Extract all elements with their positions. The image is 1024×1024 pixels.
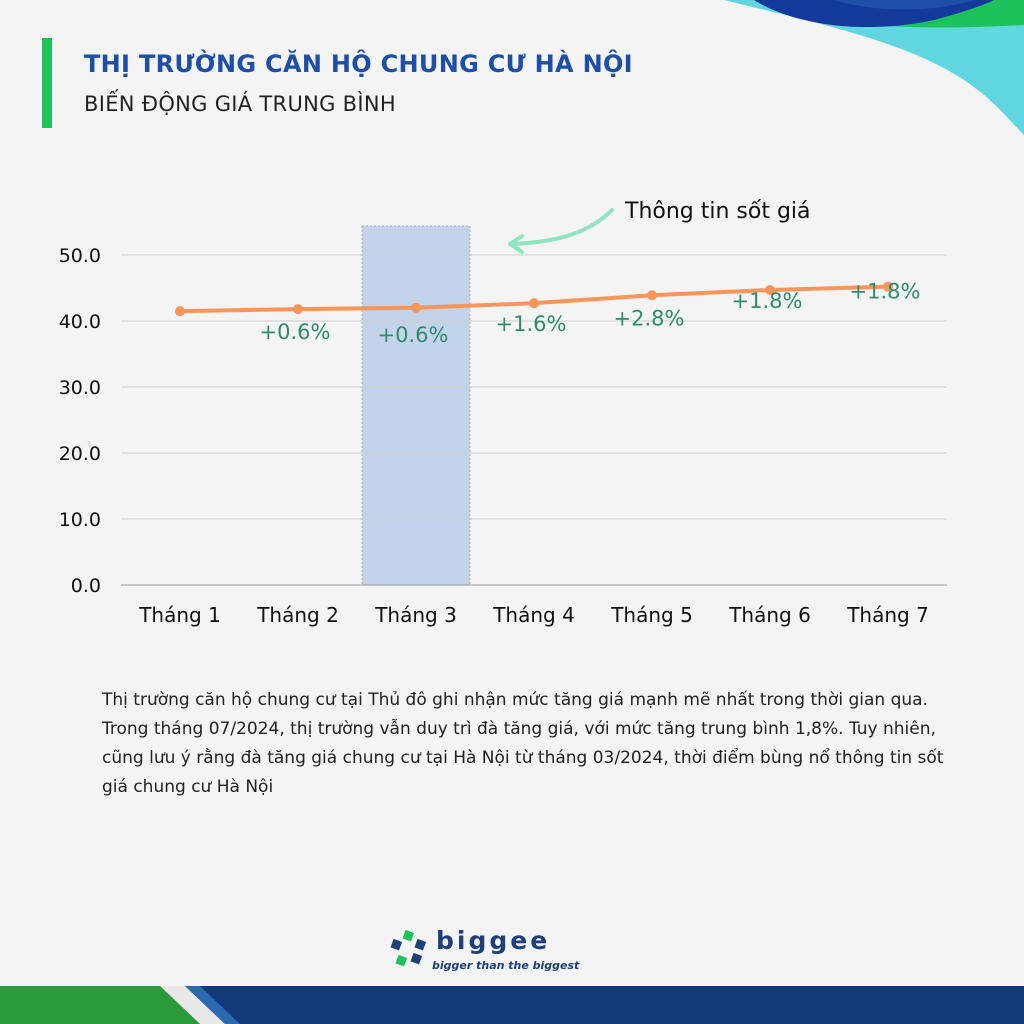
x-tick-label: Tháng 7 (846, 603, 929, 627)
logo-name: biggee (436, 926, 551, 955)
data-point (175, 306, 185, 317)
annotation-arrowhead (508, 234, 524, 254)
data-label: +1.8% (732, 289, 803, 313)
description-paragraph: Thị trường căn hộ chung cư tại Thủ đô gh… (102, 690, 944, 797)
data-point (647, 290, 657, 301)
data-point (293, 304, 303, 315)
data-label: +1.8% (850, 280, 921, 304)
title-accent-bar (42, 38, 52, 128)
y-tick-label: 0.0 (71, 575, 101, 597)
x-tick-label: Tháng 6 (728, 603, 811, 627)
data-label: +1.6% (496, 312, 567, 336)
logo-mark-icon (390, 929, 427, 967)
annotation-arrow (510, 208, 614, 246)
highlight-band (361, 225, 471, 586)
y-tick-label: 20.0 (59, 443, 101, 465)
data-point (411, 302, 421, 313)
annotation-text: Thông tin sốt giá (624, 199, 811, 224)
x-tick-label: Tháng 3 (374, 603, 457, 627)
data-point (765, 284, 775, 295)
corner-wave-decoration (724, 0, 1024, 135)
data-point (883, 281, 893, 292)
page-subtitle: BIẾN ĐỘNG GIÁ TRUNG BÌNH (84, 92, 396, 116)
x-tick-label: Tháng 4 (492, 603, 575, 627)
price-line-chart: 0.0 10.0 20.0 30.0 40.0 50.0 Tháng 1 Tháng 2 Thá… (59, 199, 947, 627)
page-title: THỊ TRƯỜNG CĂN HỘ CHUNG CƯ HÀ NỘI (84, 50, 633, 78)
y-tick-label: 40.0 (59, 311, 101, 333)
data-label: +0.6% (378, 323, 449, 347)
x-tick-label: Tháng 5 (610, 603, 693, 627)
data-label: +2.8% (614, 306, 685, 330)
data-point (529, 298, 539, 309)
data-label: +0.6% (260, 320, 331, 344)
biggee-logo: biggee bigger than the biggest (388, 926, 598, 976)
y-tick-label: 30.0 (59, 377, 101, 399)
bottom-bar-decoration (0, 986, 1024, 1024)
y-tick-label: 10.0 (59, 509, 101, 531)
y-tick-label: 50.0 (59, 245, 101, 267)
x-tick-label: Tháng 1 (138, 603, 221, 627)
logo-tagline: bigger than the biggest (432, 959, 580, 972)
x-tick-label: Tháng 2 (256, 603, 339, 627)
